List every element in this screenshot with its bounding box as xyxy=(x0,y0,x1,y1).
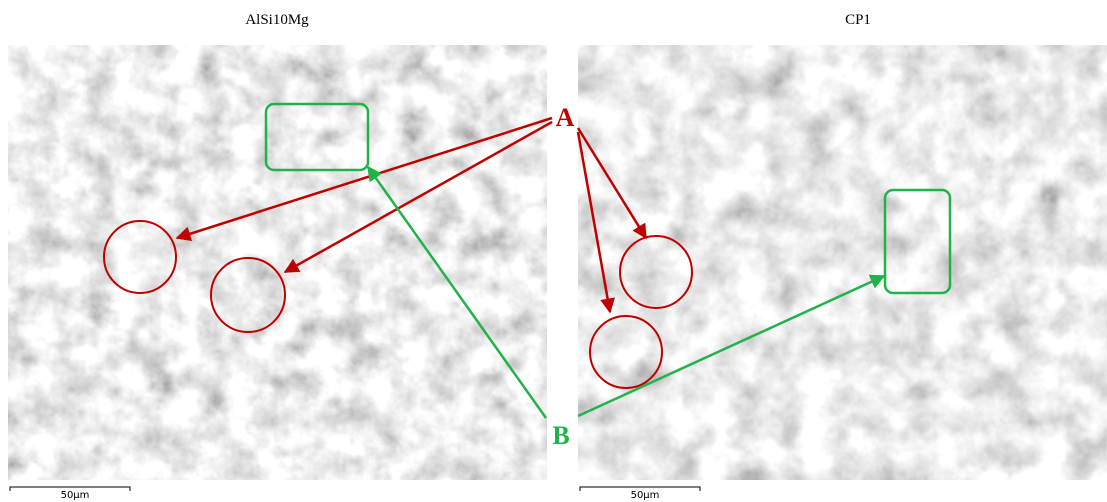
label-b: B xyxy=(552,421,569,450)
page: AlSi10Mg CP1 50μm 50μm A B (() => { cons… xyxy=(0,0,1107,502)
micrograph xyxy=(578,45,1107,480)
scale-label: 50μm xyxy=(631,490,660,501)
panel-title: CP1 xyxy=(845,12,871,28)
panel-title: AlSi10Mg xyxy=(245,12,309,28)
label-a: A xyxy=(556,103,575,132)
micrograph xyxy=(8,45,547,480)
figure: AlSi10Mg CP1 50μm 50μm A B xyxy=(0,0,1107,502)
scale-bars xyxy=(10,487,700,491)
scale-label: 50μm xyxy=(61,490,90,501)
